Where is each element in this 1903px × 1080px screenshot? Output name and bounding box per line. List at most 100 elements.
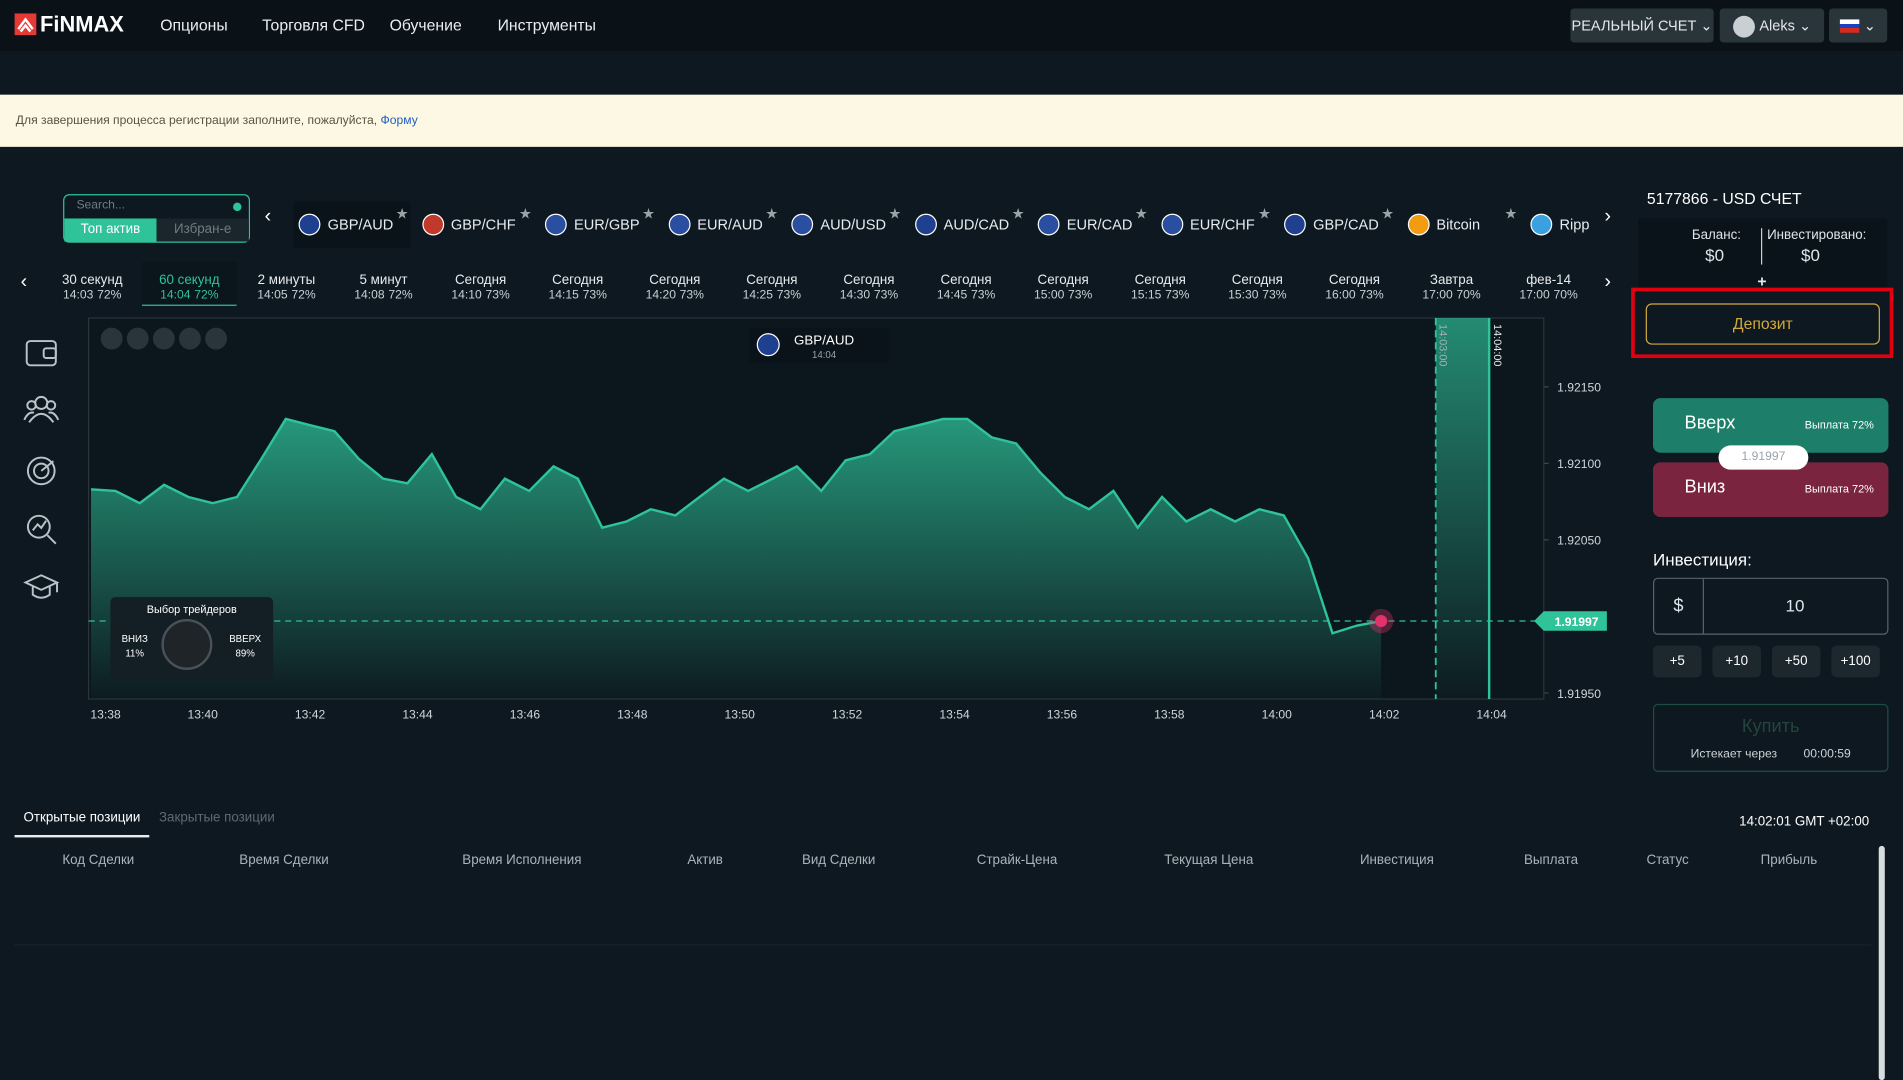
account-type-button[interactable]: РЕАЛЬНЫЙ СЧЕТ ⌄ xyxy=(1570,8,1713,42)
expiry-option[interactable]: Сегодня15:15 73% xyxy=(1113,262,1208,306)
x-tick-label: 14:00 xyxy=(1262,707,1293,721)
expiry-option[interactable]: 2 минуты14:05 72% xyxy=(239,262,334,306)
quick-amount[interactable]: +5 xyxy=(1653,646,1702,678)
language-button[interactable]: ⌄ xyxy=(1829,8,1887,42)
expiry-time: 15:15 xyxy=(1131,289,1161,302)
expiry-option[interactable]: 60 секунд14:04 72% xyxy=(142,262,237,306)
user-button[interactable]: Aleks ⌄ xyxy=(1720,8,1824,42)
asset-tab[interactable]: Bitcoin★ xyxy=(1402,201,1519,247)
favorite-star[interactable]: ★ xyxy=(888,205,901,222)
traders-down-label: ВНИЗ xyxy=(122,634,148,645)
menu-item[interactable]: Инструменты xyxy=(498,16,596,34)
assets-next[interactable]: › xyxy=(1604,206,1610,228)
favorite-star[interactable]: ★ xyxy=(1381,205,1394,222)
expiry-time: 14:08 xyxy=(354,289,384,302)
buy-button[interactable]: Купить Истекает через 00:00:59 xyxy=(1653,704,1888,772)
asset-tab[interactable]: GBP/CAD★ xyxy=(1279,201,1396,247)
investment-input[interactable]: $ 10 xyxy=(1653,578,1888,635)
tab-favorites[interactable]: Избран-е xyxy=(157,218,249,241)
expiry-option[interactable]: Сегодня14:30 73% xyxy=(822,262,917,306)
chart-tool[interactable] xyxy=(127,328,149,350)
asset-tab[interactable]: EUR/AUD★ xyxy=(663,201,780,247)
expiry-option[interactable]: Сегодня14:10 73% xyxy=(433,262,528,306)
asset-name: Ripp xyxy=(1560,216,1590,233)
menu-item[interactable]: Торговля CFD xyxy=(262,16,365,34)
asset-tab[interactable]: GBP/CHF★ xyxy=(417,201,534,247)
expiry-zone xyxy=(1436,318,1489,699)
logo-text: FiNMAX xyxy=(40,12,124,37)
chart-tool[interactable] xyxy=(179,328,201,350)
column-header: Текущая Цена xyxy=(1124,853,1294,868)
asset-icon xyxy=(1407,214,1429,236)
scrollbar[interactable] xyxy=(1879,846,1885,1080)
quick-amount[interactable]: +100 xyxy=(1831,646,1880,678)
asset-name: GBP/AUD xyxy=(328,216,394,233)
asset-icon xyxy=(1038,214,1060,236)
expiry-option[interactable]: Завтра17:00 70% xyxy=(1404,262,1499,306)
expiry-name: Сегодня xyxy=(919,273,1014,288)
asset-tab[interactable]: EUR/CHF★ xyxy=(1156,201,1273,247)
tab-top-assets[interactable]: Топ актив xyxy=(64,218,156,241)
expiry-option[interactable]: фев-1417:00 70% xyxy=(1501,262,1596,306)
deposit-button[interactable]: Депозит xyxy=(1646,303,1880,344)
expiry-time: 14:03 xyxy=(63,289,93,302)
down-button[interactable]: Вниз Выплата 72% xyxy=(1653,462,1888,517)
expiry-option[interactable]: Сегодня14:15 73% xyxy=(530,262,625,306)
asset-tab[interactable]: Ripp xyxy=(1526,201,1595,247)
account-type: РЕАЛЬНЫЙ СЧЕТ xyxy=(1572,17,1697,34)
favorite-star[interactable]: ★ xyxy=(1258,205,1271,222)
quick-amount[interactable]: +10 xyxy=(1712,646,1761,678)
expiry-option[interactable]: Сегодня14:20 73% xyxy=(627,262,722,306)
expiry-time: 15:30 xyxy=(1228,289,1258,302)
asset-tab[interactable]: EUR/CAD★ xyxy=(1033,201,1150,247)
favorite-star[interactable]: ★ xyxy=(765,205,778,222)
assets-prev[interactable]: ‹ xyxy=(265,206,271,228)
user-name: Aleks xyxy=(1759,17,1795,34)
search-input[interactable]: Search... xyxy=(76,199,125,212)
expires-label: Истекает через xyxy=(1691,748,1777,761)
expiry-option[interactable]: 30 секунд14:03 72% xyxy=(45,262,140,306)
column-header: Инвестиция xyxy=(1312,853,1482,868)
quick-amount[interactable]: +50 xyxy=(1772,646,1821,678)
column-header: Код Сделки xyxy=(13,853,183,868)
menu-item[interactable]: Опционы xyxy=(160,16,228,34)
favorite-star[interactable]: ★ xyxy=(396,205,409,222)
asset-icon xyxy=(1161,214,1183,236)
asset-tab[interactable]: EUR/GBP★ xyxy=(540,201,657,247)
chart-tool[interactable] xyxy=(101,328,123,350)
expiry-name: Сегодня xyxy=(627,273,722,288)
favorite-star[interactable]: ★ xyxy=(1135,205,1148,222)
asset-icon xyxy=(1284,214,1306,236)
account-label: 5177866 - USD СЧЕТ xyxy=(1647,189,1802,207)
menu-item[interactable]: Обучение xyxy=(390,16,462,34)
expiry-option[interactable]: 5 минут14:08 72% xyxy=(336,262,431,306)
favorite-star[interactable]: ★ xyxy=(642,205,655,222)
x-tick-label: 13:40 xyxy=(188,707,219,721)
asset-name: EUR/CAD xyxy=(1067,216,1133,233)
expiry-next[interactable]: › xyxy=(1604,272,1610,294)
favorite-star[interactable]: ★ xyxy=(519,205,532,222)
favorite-star[interactable]: ★ xyxy=(1504,205,1517,222)
favorite-star[interactable]: ★ xyxy=(1012,205,1025,222)
tab-closed-positions[interactable]: Закрытые позиции xyxy=(159,811,275,826)
asset-tab[interactable]: GBP/AUD★ xyxy=(294,201,411,247)
asset-tab[interactable]: AUD/USD★ xyxy=(786,201,903,247)
registration-banner: Для завершения процесса регистрации запо… xyxy=(0,95,1903,147)
expiry-time: 14:04 xyxy=(160,289,190,302)
expiry-option[interactable]: Сегодня16:00 73% xyxy=(1307,262,1402,306)
expiry-option[interactable]: Сегодня14:45 73% xyxy=(919,262,1014,306)
asset-tab[interactable]: AUD/CAD★ xyxy=(910,201,1027,247)
logo-icon xyxy=(15,13,37,35)
expiry-option[interactable]: Сегодня14:25 73% xyxy=(725,262,820,306)
current-price-pill: 1.91997 xyxy=(1719,445,1809,469)
currency: $ xyxy=(1654,579,1704,634)
chart-tool[interactable] xyxy=(205,328,227,350)
tab-open-positions[interactable]: Открытые позиции xyxy=(15,811,150,838)
expiry-option[interactable]: Сегодня15:00 73% xyxy=(1016,262,1111,306)
expiry-payout: 70% xyxy=(1456,289,1480,302)
expiry-option[interactable]: Сегодня15:30 73% xyxy=(1210,262,1305,306)
expiry-prev[interactable]: ‹ xyxy=(21,272,27,294)
chart-tool[interactable] xyxy=(153,328,175,350)
banner-link[interactable]: Форму xyxy=(380,114,417,127)
expiry-payout: 73% xyxy=(1165,289,1189,302)
